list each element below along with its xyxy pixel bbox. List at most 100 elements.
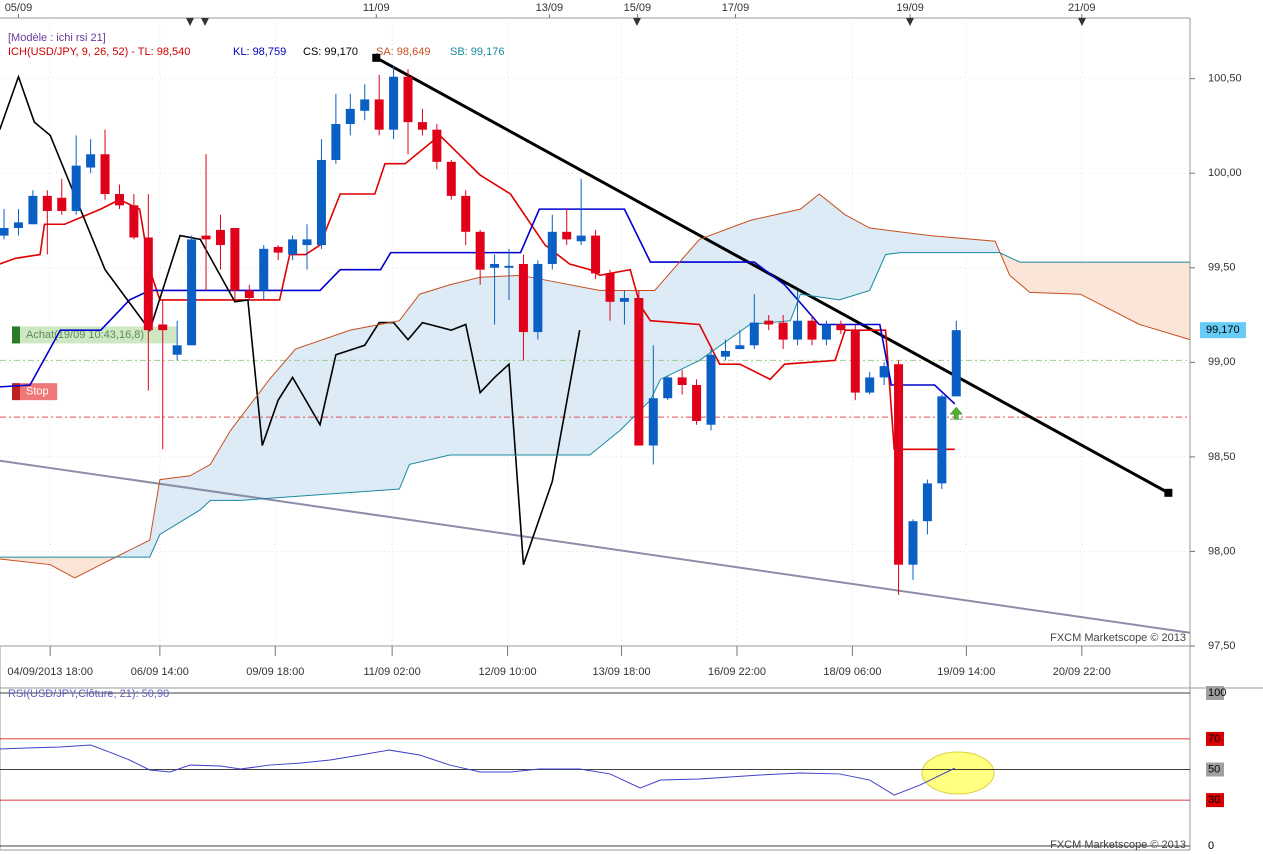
candle-body [807,320,817,340]
price-label: 99,170 [1206,324,1240,336]
x-tick-label: 19/09 14:00 [937,666,995,678]
rsi-tick-box [1206,762,1224,777]
y-tick-label: 98,00 [1208,545,1236,557]
candle-body [331,124,341,160]
candle-body [215,229,225,246]
event-marker [186,18,194,26]
event-marker [633,18,641,26]
candle-body [100,154,110,194]
candle-body [129,205,139,238]
candle-body [461,195,471,232]
candle-body [71,165,81,212]
candle-body [677,377,687,386]
rsi-title: RSI(USD/JPY,Clôture, 21): 50,90 [8,688,169,700]
candle-body [374,99,384,130]
x-tick-label: 16/09 22:00 [708,666,766,678]
top-tick-label: 05/09 [5,2,33,14]
candle-body [13,222,23,229]
y-tick-label: 99,50 [1208,262,1236,274]
watermark: FXCM Marketscope © 2013 [1050,839,1186,851]
candle-body [778,322,788,340]
candle-body [937,396,947,484]
candle-body [720,350,730,357]
x-tick-label: 12/09 10:00 [479,666,537,678]
candle-body [288,239,298,255]
trendline-handle [372,53,381,62]
candle-body [908,521,918,565]
level-tag [12,326,20,344]
event-marker [1078,18,1086,26]
cloud [116,194,1001,558]
candle-body [490,263,500,268]
top-tick-label: 11/09 [363,2,390,14]
watermark: FXCM Marketscope © 2013 [1050,632,1186,644]
level-label: Stop [26,386,49,398]
x-tick-label: 04/09/2013 18:00 [7,666,93,678]
candle-body [475,231,485,270]
rsi-tick-box [1206,793,1224,808]
candle-body [634,298,644,446]
y-tick-label: 100,00 [1208,167,1242,179]
candle-body [201,235,211,240]
candle-body [547,231,557,264]
candle-body [518,263,528,333]
indicator-line [0,252,1190,558]
candle-body [345,108,355,125]
candle-body [533,263,543,333]
event-marker [201,18,209,26]
event-marker [906,18,914,26]
top-tick-label: 19/09 [896,2,924,14]
rsi-tick-label: 0 [1208,840,1214,852]
candle-body [417,122,427,130]
level-box [20,383,58,401]
candle-body [389,76,399,130]
candle-body [648,398,658,446]
candle-body [735,345,745,350]
x-tick-label: 09/09 18:00 [246,666,304,678]
candle-body [894,364,904,565]
candle-body [821,324,831,340]
candle-body [764,320,774,325]
candle-body [230,228,240,291]
candle-body [0,228,9,236]
highlight [921,751,995,795]
candle-body [850,330,860,393]
level-tag [12,383,20,401]
indicator-line [0,74,581,565]
trendline [0,459,1191,634]
x-tick-label: 13/09 18:00 [592,666,650,678]
rsi-tick-box [1206,686,1224,700]
candle-body [446,161,456,196]
x-tick-label: 06/09 14:00 [131,666,189,678]
candle-body [706,354,716,425]
candle-body [114,193,124,206]
legend-entry: ICH(USD/JPY, 9, 26, 52) - TL: 98,540 [8,46,190,58]
candle-body [28,195,38,225]
rsi-tick-label: 30 [1208,794,1220,806]
top-tick-label: 17/09 [722,2,750,14]
x-tick-label: 11/09 02:00 [363,666,420,678]
template-label: [Modèle : ichi rsi 21] [8,32,106,44]
candle-body [187,239,197,346]
candle-body [793,320,803,340]
x-tick-label: 18/09 06:00 [823,666,881,678]
y-tick-label: 97,50 [1208,640,1236,652]
candle-body [591,235,601,274]
top-tick-label: 15/09 [624,2,652,14]
candle-body [302,239,312,246]
candle-body [922,483,932,522]
candle-body [951,330,961,397]
signal-arrow [949,406,963,420]
rsi-tick-label: 100 [1208,687,1226,699]
candle-body [244,290,254,299]
candle-body [576,235,586,242]
candle-body [432,129,442,162]
top-tick-label: 13/09 [536,2,564,14]
legend-entry: SB: 99,176 [450,46,504,58]
rsi-tick-box [1206,731,1224,746]
rsi-tick-label: 50 [1208,763,1220,775]
candle-body [663,377,673,399]
candle-body [143,237,153,331]
cloud [1001,253,1190,340]
